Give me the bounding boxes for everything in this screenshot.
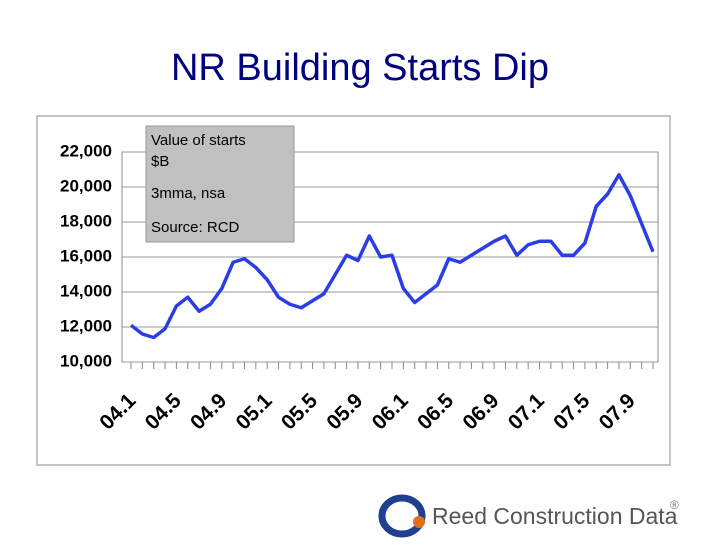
y-tick-label: 14,000 (60, 281, 112, 300)
y-tick-label: 16,000 (60, 246, 112, 265)
logo-registered: ® (670, 498, 679, 512)
y-tick-label: 20,000 (60, 176, 112, 195)
y-tick-label: 18,000 (60, 211, 112, 230)
y-tick-label: 22,000 (60, 141, 112, 160)
data-line (129, 173, 655, 340)
annotation-line: Value of starts (151, 132, 246, 149)
annotation-line: $B (151, 153, 169, 170)
logo-text: Reed Construction Data (432, 503, 678, 529)
logo-icon (378, 494, 426, 538)
annotation-line: 3mma, nsa (151, 185, 226, 202)
logo-dot (413, 516, 425, 528)
y-tick-label: 10,000 (60, 351, 112, 370)
slide-title: NR Building Starts Dip (171, 47, 549, 89)
y-tick-label: 12,000 (60, 316, 112, 335)
annotation-line: Source: RCD (151, 219, 240, 236)
annotation-box (145, 125, 295, 243)
logo: Reed Construction Data ® (378, 494, 679, 538)
